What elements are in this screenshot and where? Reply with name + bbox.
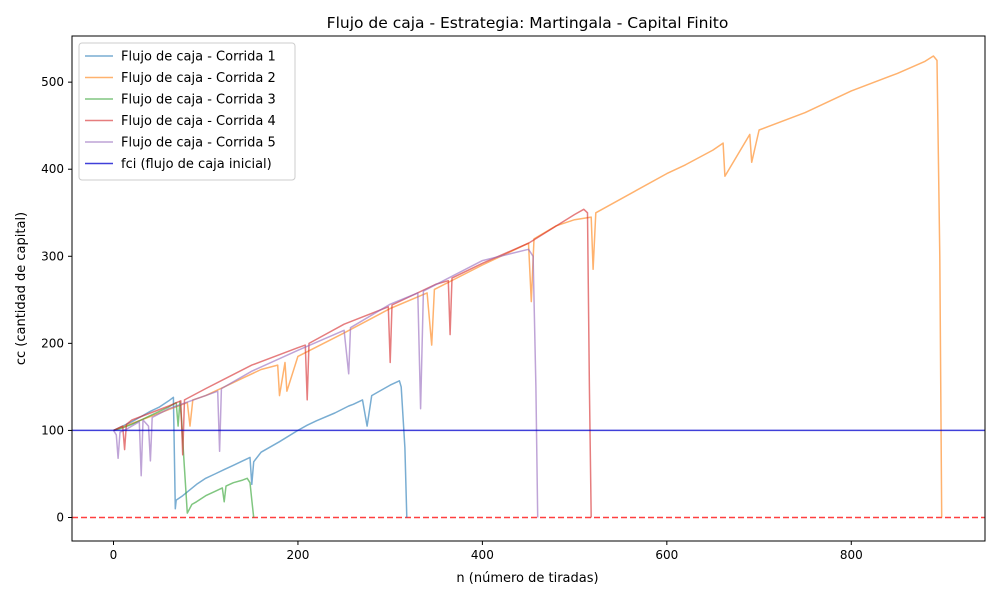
series-line-5 [112,248,539,518]
y-tick-label: 400 [41,162,64,176]
y-axis-ticks: 0 100 200 300 400 500 [41,75,72,524]
chart-title: Flujo de caja - Estrategia: Martingala -… [327,14,729,32]
legend-label-1: Flujo de caja - Corrida 1 [121,50,276,65]
y-tick-label: 100 [41,423,64,437]
legend-label-4: Flujo de caja - Corrida 4 [121,114,276,129]
legend-label-5: Flujo de caja - Corrida 5 [121,136,276,151]
x-tick-label: 200 [286,548,309,562]
y-tick-label: 200 [41,336,64,350]
legend-label-2: Flujo de caja - Corrida 2 [121,71,276,86]
x-axis-ticks: 0 200 400 600 800 [110,541,863,562]
series-line-1 [113,380,408,518]
y-axis-label: cc (cantidad de capital) [14,212,29,365]
legend-box [78,42,296,181]
x-tick-label: 400 [471,548,494,562]
y-tick-label: 500 [41,75,64,89]
plot-frame [71,35,986,542]
y-tick-label: 300 [41,249,64,263]
series-line-4 [113,208,592,518]
x-tick-label: 600 [655,548,678,562]
series-line-3 [113,400,255,518]
legend-label-3: Flujo de caja - Corrida 3 [121,93,276,108]
x-tick-label: 800 [840,548,863,562]
legend: Flujo de caja - Corrida 1 Flujo de caja -… [78,42,296,181]
y-tick-label: 0 [56,510,64,524]
x-tick-label: 0 [110,548,118,562]
legend-label-6: fci (flujo de caja inicial) [121,157,272,172]
x-axis-label: n (número de tiradas) [456,571,598,586]
